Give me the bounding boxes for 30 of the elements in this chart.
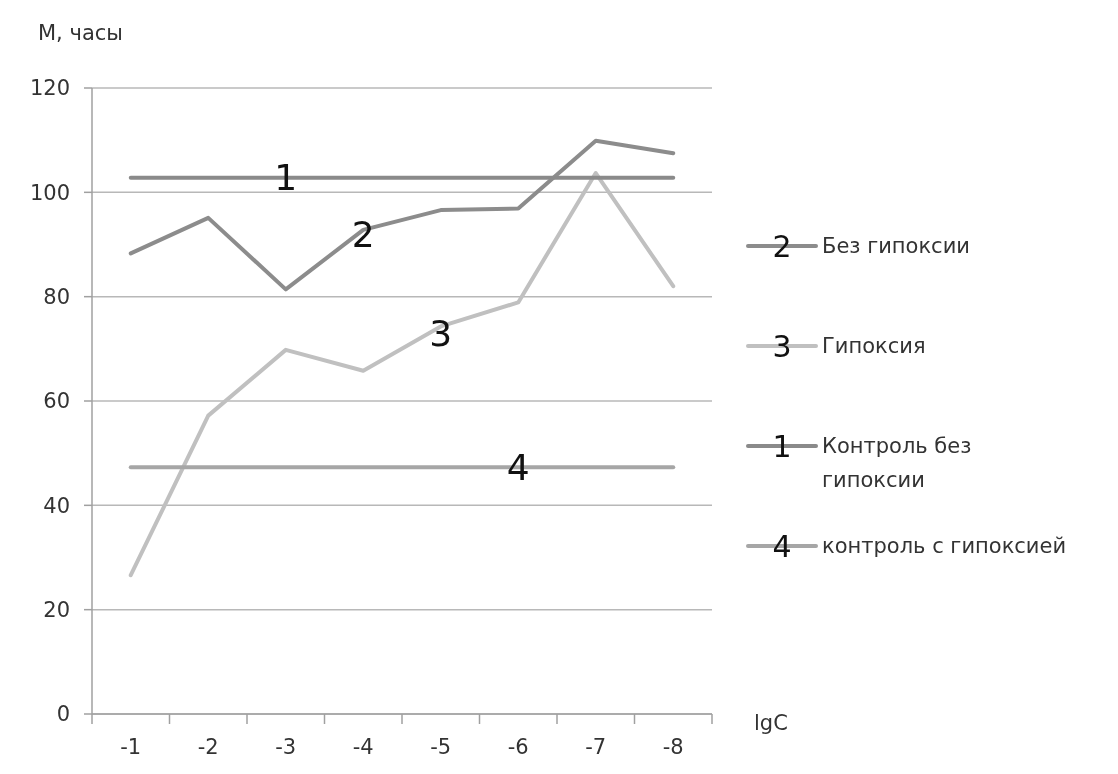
x-tick-label: -5 — [430, 735, 452, 759]
legend-label: Без гипоксии — [822, 234, 970, 259]
text: 1 — [772, 428, 792, 464]
legend-label: контроль с гипоксией — [822, 534, 1067, 559]
x-tick-label: -7 — [585, 735, 607, 759]
text: 4 — [772, 528, 792, 564]
annotation: 1 — [274, 157, 298, 199]
y-tick-label: 40 — [43, 493, 70, 518]
x-tick-label: -2 — [197, 735, 219, 759]
y-tick-label: 0 — [56, 702, 70, 727]
y-tick-label: 20 — [43, 598, 70, 623]
x-tick-label: -6 — [507, 735, 529, 759]
x-tick-label: -3 — [275, 735, 297, 759]
line-series — [128, 138, 676, 292]
y-tick-label: 120 — [29, 76, 70, 101]
x-tick-label: -8 — [662, 735, 684, 759]
y-tick-label: 80 — [43, 285, 70, 310]
annotation: 2 — [351, 213, 375, 255]
text: 3 — [772, 328, 792, 364]
annotation: 4 — [506, 446, 530, 488]
y-axis-title: M, часы — [38, 21, 123, 45]
y-tick-label: 100 — [29, 180, 70, 205]
x-axis-title: lgC — [754, 711, 788, 735]
legend-label: Контроль без гипоксии — [822, 434, 972, 492]
x-tick-label: -1 — [120, 735, 142, 759]
legend-label: Гипоксия — [822, 334, 926, 359]
text: 2 — [772, 228, 792, 264]
annotation: 3 — [429, 312, 453, 354]
y-tick-label: 60 — [43, 389, 70, 414]
x-tick-label: -4 — [352, 735, 374, 759]
